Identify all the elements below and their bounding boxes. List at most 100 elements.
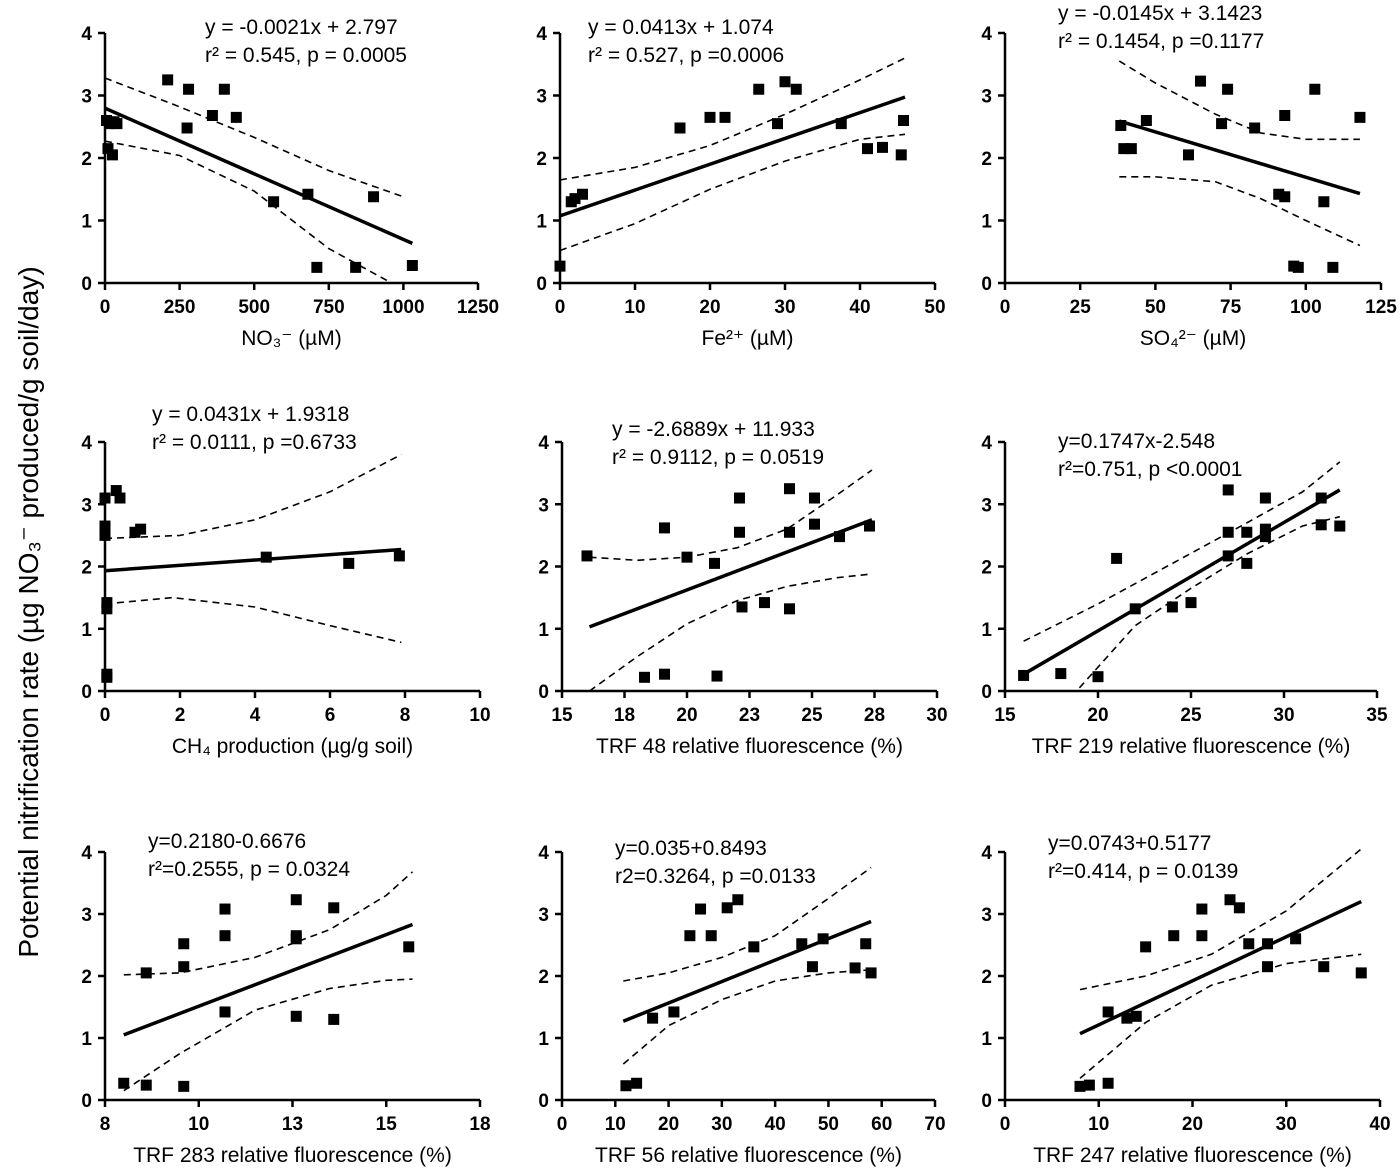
x-tick-label: 250 xyxy=(164,297,196,318)
data-point xyxy=(219,930,231,942)
x-tick-label: 6 xyxy=(325,705,336,726)
y-tick-label: 0 xyxy=(981,682,992,703)
x-tick-label: 15 xyxy=(551,705,573,726)
y-tick-label: 0 xyxy=(536,274,547,295)
data-point xyxy=(668,1006,680,1018)
data-point xyxy=(1121,1012,1133,1024)
data-point xyxy=(101,603,113,615)
ci-lower-band xyxy=(1119,176,1361,247)
x-axis-label: TRF 283 relative fluorescence (%) xyxy=(133,1144,452,1167)
x-tick-label: 15 xyxy=(376,1114,398,1135)
x-tick-label: 0 xyxy=(555,297,566,318)
data-point xyxy=(328,902,340,914)
y-tick-label: 3 xyxy=(981,495,992,516)
panel-7: 0 1 2 3 4 8 10 13 15 18 TRF 283 relative fluoresce… xyxy=(81,830,490,1167)
ci-upper-band xyxy=(623,866,872,982)
data-point xyxy=(328,1013,340,1025)
data-point xyxy=(695,903,707,915)
x-tick-label: 23 xyxy=(739,705,760,726)
data-point xyxy=(129,526,141,538)
y-tick-label: 3 xyxy=(538,905,549,926)
x-tick-label: 8 xyxy=(400,705,411,726)
data-point xyxy=(1279,191,1291,203)
x-tick-label: 50 xyxy=(1145,297,1166,318)
x-tick-label: 0 xyxy=(100,297,111,318)
data-point xyxy=(1083,1079,1095,1091)
y-tick-label: 3 xyxy=(981,87,992,108)
x-tick-label: 0 xyxy=(1000,297,1011,318)
x-axis-label: SO₄²⁻ (µM) xyxy=(1140,327,1246,350)
panel-1: 0 1 2 3 4 0 250 500 750 1000 1250 NO₃⁻ (µM) y = -0.0… xyxy=(81,16,499,350)
data-point xyxy=(681,551,693,563)
ci-upper-band xyxy=(589,469,873,562)
data-point xyxy=(368,191,380,203)
y-tick-label: 0 xyxy=(81,1091,92,1112)
data-point xyxy=(1334,520,1346,532)
data-point xyxy=(736,601,748,613)
data-point xyxy=(178,938,190,950)
data-point xyxy=(835,118,847,130)
x-tick-label: 500 xyxy=(238,297,270,318)
data-point xyxy=(219,903,231,915)
x-tick-label: 40 xyxy=(765,1114,786,1135)
data-point xyxy=(772,118,783,130)
x-axis-label: TRF 48 relative fluorescence (%) xyxy=(596,735,903,758)
data-point xyxy=(302,188,314,200)
data-point xyxy=(705,930,717,942)
x-tick-label: 18 xyxy=(614,705,635,726)
data-point xyxy=(809,492,820,504)
data-point xyxy=(620,1080,632,1092)
x-tick-label: 20 xyxy=(1182,1114,1203,1135)
x-tick-label: 125 xyxy=(1365,297,1397,318)
y-tick-label: 4 xyxy=(536,24,547,45)
data-point xyxy=(748,941,760,953)
ci-lower-band xyxy=(104,596,402,644)
regression-line xyxy=(104,106,414,245)
y-tick-label: 4 xyxy=(981,433,992,454)
regression-line xyxy=(622,919,872,1023)
y-tick-label: 4 xyxy=(81,24,92,45)
data-point xyxy=(790,83,802,95)
data-point xyxy=(1233,902,1245,914)
x-tick-label: 35 xyxy=(1366,705,1388,726)
regression-annotation: r² = 0.9112, p = 0.0519 xyxy=(612,446,824,469)
data-point xyxy=(1241,557,1253,569)
data-point xyxy=(796,938,808,950)
data-point xyxy=(1140,941,1152,953)
data-point xyxy=(759,597,770,609)
regression-line xyxy=(104,547,402,573)
data-point xyxy=(178,1080,190,1092)
regression-annotation: r²=0.751, p <0.0001 xyxy=(1058,458,1242,481)
data-point xyxy=(206,110,218,121)
x-tick-label: 1000 xyxy=(382,297,424,318)
x-tick-label: 25 xyxy=(1070,297,1092,318)
data-point xyxy=(1318,196,1330,208)
regression-annotation: r2=0.3264, p =0.0133 xyxy=(615,865,816,888)
panel-6: 0 1 2 3 4 15 20 25 30 35 TRF 219 relative fluoresc… xyxy=(981,430,1388,758)
data-point xyxy=(343,557,355,569)
y-tick-label: 1 xyxy=(81,1029,92,1050)
x-tick-label: 30 xyxy=(711,1114,732,1135)
data-point xyxy=(1222,484,1234,496)
data-point xyxy=(734,526,745,538)
data-point xyxy=(118,1077,130,1089)
data-point xyxy=(721,902,733,914)
data-point xyxy=(290,1010,302,1022)
x-tick-label: 0 xyxy=(100,705,111,726)
ci-upper-band xyxy=(104,77,404,198)
data-point xyxy=(290,930,302,942)
regression-annotation: r² = 0.545, p = 0.0005 xyxy=(205,44,407,67)
data-point xyxy=(1102,1077,1114,1089)
data-point xyxy=(178,961,190,973)
regression-annotation: r² = 0.0111, p =0.6733 xyxy=(152,431,357,454)
data-point xyxy=(1130,1010,1142,1022)
data-point xyxy=(1140,115,1152,126)
data-point xyxy=(1222,83,1234,95)
data-point xyxy=(1315,519,1327,531)
data-point xyxy=(849,962,861,974)
y-tick-label: 2 xyxy=(981,967,992,988)
x-tick-label: 750 xyxy=(313,297,345,318)
